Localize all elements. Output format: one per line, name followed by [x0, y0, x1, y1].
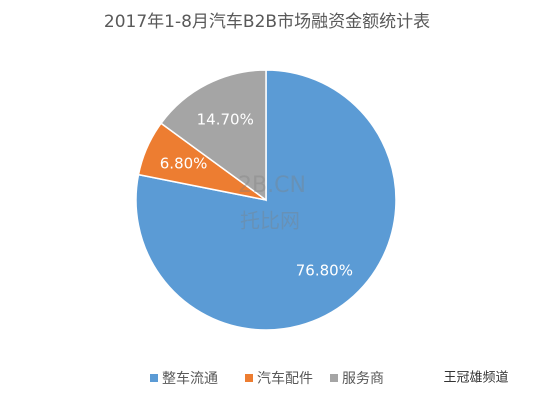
data-label: 6.80%: [160, 154, 208, 172]
watermark-name: 托比网: [240, 209, 300, 233]
data-label: 14.70%: [197, 110, 254, 128]
legend-swatch: [245, 374, 253, 382]
pie: 76.80% 6.80% 14.70%: [135, 69, 397, 331]
watermark-channel: 王冠雄频道: [443, 371, 508, 386]
legend: 整车流通 汽车配件 服务商: [150, 370, 384, 387]
data-label: 76.80%: [296, 262, 353, 280]
legend-label: 整车流通: [162, 370, 218, 387]
watermark: 2B.CN 托比网: [238, 173, 306, 233]
watermark-site: 2B.CN: [238, 173, 306, 198]
chart-title: 2017年1-8月汽车B2B市场融资金额统计表: [104, 12, 430, 32]
legend-swatch: [150, 374, 158, 382]
legend-label: 服务商: [342, 371, 384, 387]
pie-slice: [159, 69, 267, 202]
legend-swatch: [330, 374, 338, 382]
legend-label: 汽车配件: [257, 370, 313, 387]
